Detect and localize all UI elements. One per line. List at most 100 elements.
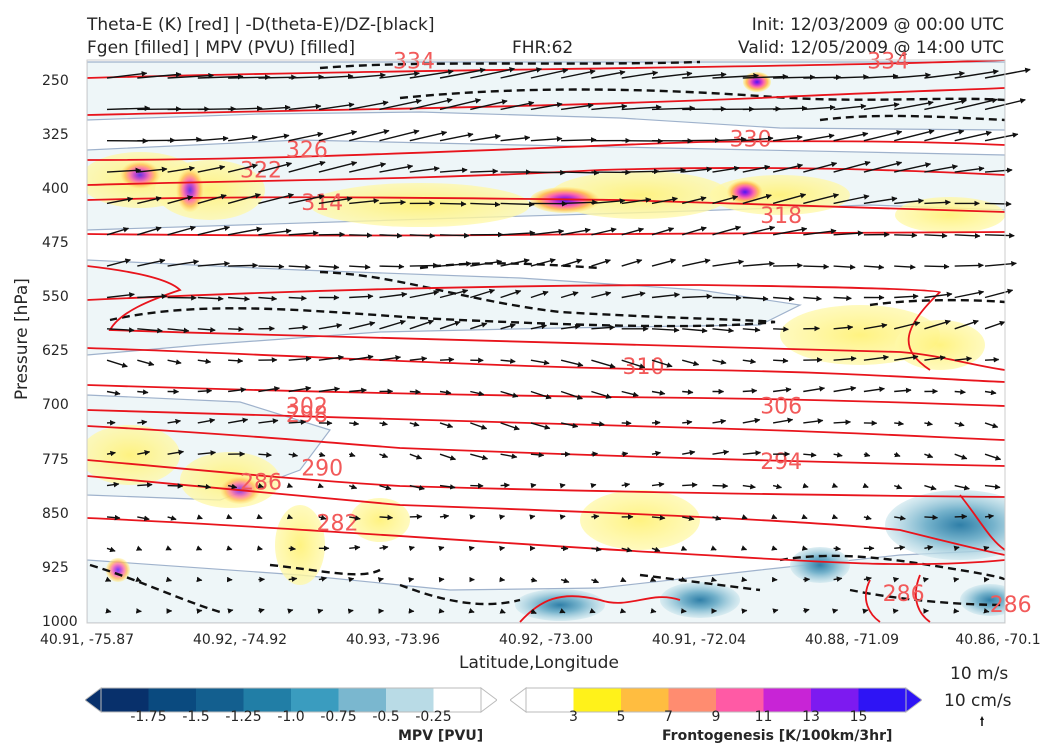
wind-arrow xyxy=(106,292,135,299)
wind-arrow xyxy=(288,419,307,425)
wind-arrow xyxy=(500,358,516,364)
wind-arrow xyxy=(712,165,740,173)
wind-arrow xyxy=(499,576,506,583)
wind-arrow xyxy=(228,296,250,302)
wind-arrow xyxy=(892,608,899,614)
wind-arrow xyxy=(288,545,296,552)
wind-arrow xyxy=(954,453,968,460)
wind-arrow xyxy=(137,258,166,267)
wind-arrow xyxy=(833,160,871,173)
wind-arrow xyxy=(651,167,687,174)
wind-arrow xyxy=(137,327,163,334)
wind-arrow xyxy=(650,608,657,614)
wind-arrow xyxy=(742,450,762,456)
wind-arrow xyxy=(833,576,843,582)
y-tick-label: 1000 xyxy=(42,614,78,630)
colorbar-tick-label: -0.75 xyxy=(320,709,357,725)
wind-arrow xyxy=(680,545,688,551)
wind-arrow xyxy=(106,546,116,553)
wind-arrow xyxy=(288,194,325,205)
frontogenesis-shading xyxy=(87,152,1005,585)
wind-arrow xyxy=(591,421,605,427)
wind-arrow xyxy=(712,195,739,205)
wind-arrow xyxy=(106,514,121,521)
wind-arrow xyxy=(924,263,950,270)
theta-e-label: 302 xyxy=(286,394,328,419)
wind-arrow xyxy=(137,359,155,367)
wind-arrow xyxy=(197,388,213,394)
wind-arrow xyxy=(287,608,294,614)
wind-arrow xyxy=(438,545,445,552)
wind-arrow xyxy=(377,577,384,583)
wind-arrow xyxy=(439,453,457,461)
wind-arrow xyxy=(894,72,931,79)
wind-arrow xyxy=(227,226,263,236)
wind-arrow xyxy=(379,355,402,361)
wind-arrow xyxy=(621,104,662,111)
wind-arrow xyxy=(863,451,871,458)
wind-arrow xyxy=(258,193,295,205)
wind-arrow xyxy=(318,322,343,330)
wind-arrow xyxy=(894,420,904,427)
wind-arrow xyxy=(712,72,759,79)
wind-arrow xyxy=(894,162,932,173)
wind-arrow xyxy=(349,72,386,79)
wind-arrow xyxy=(772,226,808,236)
wind-arrow xyxy=(863,130,903,142)
wind-arrow xyxy=(470,422,488,430)
wind-arrow xyxy=(954,389,966,395)
wind-arrow xyxy=(530,452,545,458)
wind-arrow xyxy=(196,608,203,614)
wind-arrow xyxy=(741,576,748,583)
wind-arrow xyxy=(863,160,903,173)
colorbar-swatch xyxy=(101,688,149,712)
wind-arrow xyxy=(742,483,756,490)
wind-arrow xyxy=(530,102,563,111)
wind-arrow xyxy=(649,576,657,582)
wind-arrow xyxy=(500,201,535,208)
wind-vectors xyxy=(104,66,1031,615)
colorbar-tick-label: 5 xyxy=(616,709,626,725)
wind-arrow xyxy=(984,484,1001,490)
wind-arrow xyxy=(560,69,596,79)
wind-arrow xyxy=(439,320,461,330)
y-tick-label: 325 xyxy=(42,126,69,143)
wind-arrow xyxy=(591,451,599,457)
colorbar-tick-label: 3 xyxy=(569,709,578,725)
wind-arrow xyxy=(651,359,673,368)
wind-arrow xyxy=(379,291,408,299)
wind-arrow xyxy=(167,165,195,173)
wind-arrow xyxy=(288,160,326,173)
wind-arrow xyxy=(470,66,516,79)
wind-arrow xyxy=(801,545,808,551)
wind-arrow xyxy=(651,258,677,267)
theta-e-label: 298 xyxy=(286,403,328,428)
wind-arrow xyxy=(349,198,380,205)
wind-arrow xyxy=(682,71,727,79)
theta-e-label: 306 xyxy=(760,394,802,419)
wind-arrow xyxy=(409,290,440,299)
wind-arrow xyxy=(559,483,566,489)
wind-arrow xyxy=(561,199,598,206)
wind-arrow xyxy=(591,513,600,520)
wind-arrow xyxy=(318,386,341,393)
wind-arrow xyxy=(318,576,327,582)
wind-arrow xyxy=(257,482,264,489)
wind-arrow xyxy=(682,515,695,522)
wind-arrow xyxy=(227,417,249,424)
wind-arrow xyxy=(529,514,536,520)
wind-arrow xyxy=(167,136,202,143)
wind-arrow xyxy=(500,100,535,111)
wind-arrow xyxy=(197,73,244,80)
wind-arrow xyxy=(619,608,627,614)
wind-arrow xyxy=(833,355,857,362)
wind-arrow xyxy=(379,452,389,459)
wind-arrow xyxy=(560,390,583,400)
wind-arrow xyxy=(197,450,217,456)
wind-arrow xyxy=(409,130,448,142)
wind-arrow xyxy=(560,291,579,299)
wind-arrow xyxy=(651,196,678,205)
wind-arrow xyxy=(167,72,214,79)
wind-arrow xyxy=(106,71,148,79)
